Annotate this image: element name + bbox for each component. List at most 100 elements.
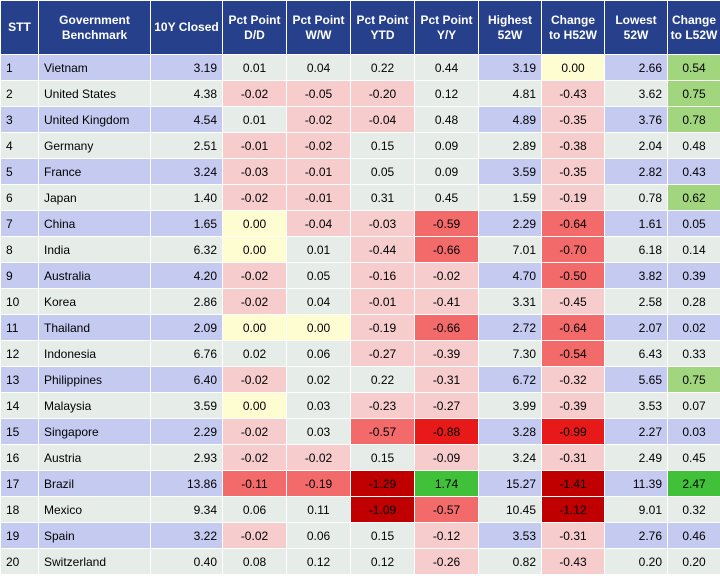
table-row: 4 Germany 2.51 -0.01 -0.02 0.15 0.09 2.89 -0.38 2… <box>0 132 720 159</box>
change-h52w-cell: -0.70 <box>541 236 605 263</box>
change-h52w-cell: -0.35 <box>541 158 605 185</box>
change-l52w-cell: 0.75 <box>667 80 720 107</box>
dd-cell: -0.03 <box>222 158 287 185</box>
dd-cell: 0.00 <box>222 236 287 263</box>
col-header-pct-yy: Pct Point Y/Y <box>414 0 479 55</box>
ytd-cell: -0.03 <box>350 210 415 237</box>
col-header-stt: STT <box>0 0 39 55</box>
change-l52w-cell: 0.07 <box>667 392 720 419</box>
lowest-52w-cell: 2.07 <box>604 314 668 341</box>
dd-cell: 0.01 <box>222 106 287 133</box>
table-row: 6 Japan 1.40 -0.02 -0.01 0.31 0.45 1.59 -0.19 0.7… <box>0 184 720 211</box>
dd-cell: -0.02 <box>222 288 287 315</box>
ytd-cell: 0.22 <box>350 54 415 81</box>
stt-cell: 8 <box>0 236 39 263</box>
table-row: 18 Mexico 9.34 0.06 0.11 -1.09 -0.57 10.45 -1.12… <box>0 496 720 523</box>
stt-cell: 5 <box>0 158 39 185</box>
dd-cell: -0.02 <box>222 366 287 393</box>
ytd-cell: -0.57 <box>350 418 415 445</box>
highest-52w-cell: 2.29 <box>478 210 542 237</box>
highest-52w-cell: 3.53 <box>478 522 542 549</box>
country-cell: Germany <box>38 132 151 159</box>
lowest-52w-cell: 1.61 <box>604 210 668 237</box>
ww-cell: 0.03 <box>286 392 351 419</box>
change-h52w-cell: -0.50 <box>541 262 605 289</box>
yy-cell: -0.39 <box>414 340 479 367</box>
ww-cell: 0.04 <box>286 288 351 315</box>
yy-cell: 0.48 <box>414 106 479 133</box>
stt-cell: 13 <box>0 366 39 393</box>
col-header-highest-52w: Highest 52W <box>478 0 542 55</box>
change-h52w-cell: -0.43 <box>541 548 605 575</box>
change-l52w-cell: 0.46 <box>667 522 720 549</box>
closed-cell: 3.24 <box>150 158 223 185</box>
ww-cell: 0.02 <box>286 366 351 393</box>
lowest-52w-cell: 3.82 <box>604 262 668 289</box>
table-row: 7 China 1.65 0.00 -0.04 -0.03 -0.59 2.29 -0.64 1.… <box>0 210 720 237</box>
closed-cell: 1.65 <box>150 210 223 237</box>
change-l52w-cell: 0.03 <box>667 418 720 445</box>
change-l52w-cell: 0.75 <box>667 366 720 393</box>
lowest-52w-cell: 2.66 <box>604 54 668 81</box>
change-h52w-cell: -0.19 <box>541 184 605 211</box>
ytd-cell: 0.12 <box>350 548 415 575</box>
lowest-52w-cell: 0.20 <box>604 548 668 575</box>
country-cell: Vietnam <box>38 54 151 81</box>
stt-cell: 19 <box>0 522 39 549</box>
ww-cell: 0.00 <box>286 314 351 341</box>
table-row: 10 Korea 2.86 -0.02 0.04 -0.01 -0.41 3.31 -0.45 2… <box>0 288 720 315</box>
yy-cell: -0.41 <box>414 288 479 315</box>
yy-cell: -0.66 <box>414 236 479 263</box>
change-h52w-cell: -0.31 <box>541 444 605 471</box>
change-l52w-cell: 0.05 <box>667 210 720 237</box>
stt-cell: 2 <box>0 80 39 107</box>
yy-cell: 1.74 <box>414 470 479 497</box>
dd-cell: -0.02 <box>222 262 287 289</box>
ww-cell: 0.04 <box>286 54 351 81</box>
dd-cell: 0.02 <box>222 340 287 367</box>
table-row: 12 Indonesia 6.76 0.02 0.06 -0.27 -0.39 7.30 -0.… <box>0 340 720 367</box>
ytd-cell: -0.20 <box>350 80 415 107</box>
stt-cell: 4 <box>0 132 39 159</box>
table-row: 16 Austria 2.93 -0.02 -0.02 0.15 -0.09 3.24 -0.3… <box>0 444 720 471</box>
table-row: 15 Singapore 2.29 -0.02 0.03 -0.57 -0.88 3.28 -0… <box>0 418 720 445</box>
closed-cell: 2.93 <box>150 444 223 471</box>
stt-cell: 3 <box>0 106 39 133</box>
closed-cell: 6.32 <box>150 236 223 263</box>
lowest-52w-cell: 3.53 <box>604 392 668 419</box>
col-header-change-h52w: Change to H52W <box>541 0 605 55</box>
ytd-cell: -0.23 <box>350 392 415 419</box>
change-l52w-cell: 2.47 <box>667 470 720 497</box>
highest-52w-cell: 4.70 <box>478 262 542 289</box>
country-cell: India <box>38 236 151 263</box>
change-l52w-cell: 0.54 <box>667 54 720 81</box>
table-row: 2 United States 4.38 -0.02 -0.05 -0.20 0.12 4.8… <box>0 80 720 107</box>
ytd-cell: -1.09 <box>350 496 415 523</box>
ytd-cell: 0.15 <box>350 522 415 549</box>
yy-cell: 0.45 <box>414 184 479 211</box>
change-h52w-cell: -0.32 <box>541 366 605 393</box>
table-row: 20 Switzerland 0.40 0.08 0.12 0.12 -0.26 0.82 -0… <box>0 548 720 575</box>
closed-cell: 2.86 <box>150 288 223 315</box>
ww-cell: -0.01 <box>286 184 351 211</box>
ww-cell: -0.19 <box>286 470 351 497</box>
yy-cell: -0.31 <box>414 366 479 393</box>
ytd-cell: -0.01 <box>350 288 415 315</box>
closed-cell: 6.76 <box>150 340 223 367</box>
table-row: 19 Spain 3.22 -0.02 0.06 0.15 -0.12 3.53 -0.31 2.… <box>0 522 720 549</box>
change-h52w-cell: -0.45 <box>541 288 605 315</box>
country-cell: France <box>38 158 151 185</box>
yy-cell: -0.57 <box>414 496 479 523</box>
change-h52w-cell: -0.64 <box>541 314 605 341</box>
table-row: 14 Malaysia 3.59 0.00 0.03 -0.23 -0.27 3.99 -0.3… <box>0 392 720 419</box>
country-cell: United Kingdom <box>38 106 151 133</box>
ytd-cell: 0.22 <box>350 366 415 393</box>
yy-cell: -0.27 <box>414 392 479 419</box>
ww-cell: -0.01 <box>286 158 351 185</box>
lowest-52w-cell: 3.76 <box>604 106 668 133</box>
ytd-cell: -0.19 <box>350 314 415 341</box>
col-header-lowest-52w: Lowest 52W <box>604 0 668 55</box>
table-row: 5 France 3.24 -0.03 -0.01 0.05 0.09 3.59 -0.35 2.… <box>0 158 720 185</box>
stt-cell: 7 <box>0 210 39 237</box>
